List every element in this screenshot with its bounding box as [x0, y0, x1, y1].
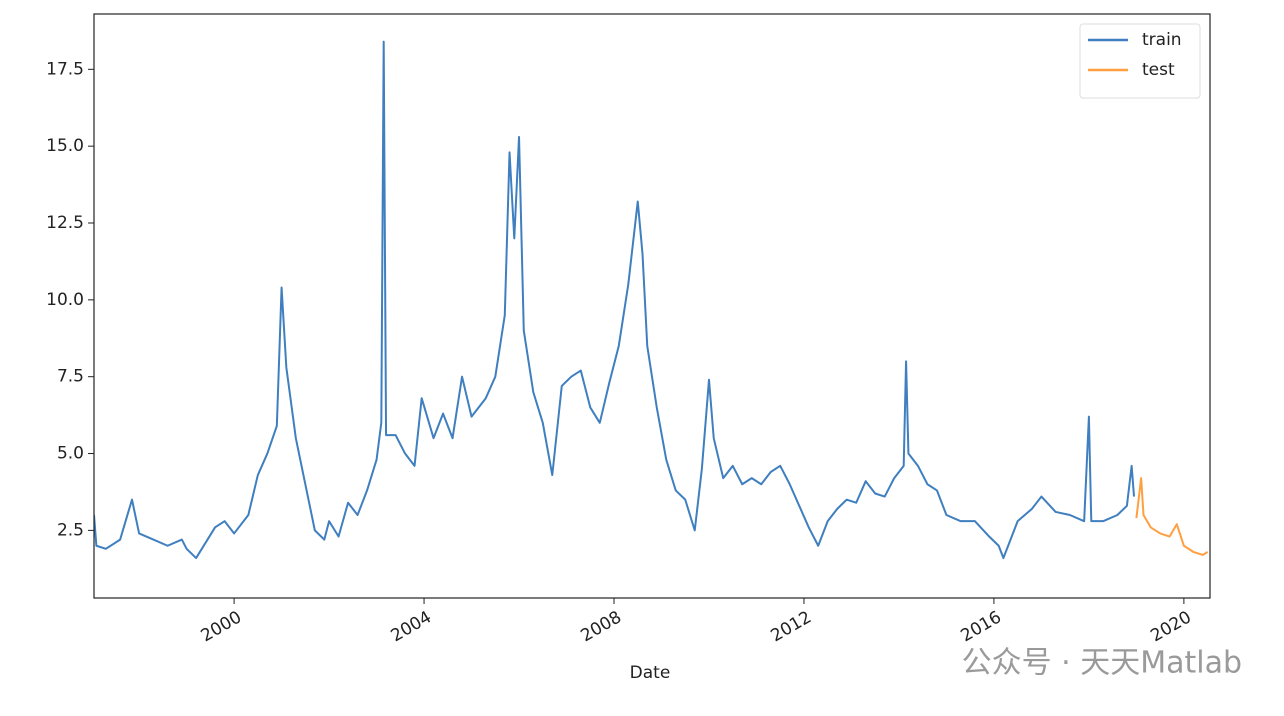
y-tick-label: 7.5 [57, 367, 84, 387]
x-tick-label: 2016 [957, 607, 1004, 646]
y-tick-label: 12.5 [46, 213, 84, 233]
y-tick-label: 17.5 [46, 59, 84, 79]
legend-box [1079, 23, 1201, 99]
x-tick-label: 2008 [578, 607, 625, 646]
legend-label: train [1142, 30, 1182, 50]
x-tick-label: 2004 [388, 607, 435, 646]
y-tick-label: 5.0 [57, 444, 84, 464]
line-series [94, 40, 1136, 560]
watermark: 公众号 · 天天Matlab [962, 646, 1242, 681]
line-series [1135, 477, 1209, 556]
x-tick-label: 2012 [767, 607, 814, 646]
x-tick-label: 2020 [1147, 607, 1194, 646]
x-tick-label: 2000 [198, 607, 245, 646]
plot-frame [93, 13, 1211, 599]
y-tick-label: 10.0 [46, 290, 84, 310]
legend-label: test [1142, 60, 1175, 80]
y-tick-label: 2.5 [57, 520, 84, 540]
y-tick-label: 15.0 [46, 136, 84, 156]
x-axis-label: Date [630, 663, 671, 683]
